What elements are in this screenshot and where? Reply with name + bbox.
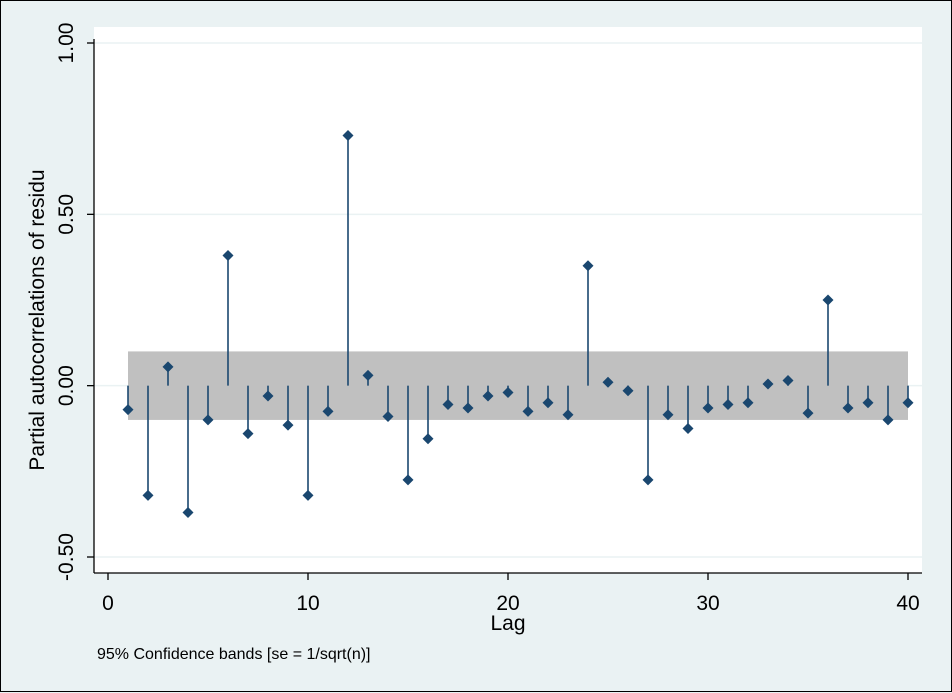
x-tick-label: 40 — [896, 592, 919, 615]
data-point — [642, 474, 654, 486]
data-point — [582, 260, 594, 272]
markers — [122, 130, 914, 518]
data-point — [782, 375, 794, 387]
data-point — [602, 376, 614, 388]
data-point — [202, 414, 214, 426]
data-point — [242, 428, 254, 440]
tick-labels: -0.50 0.00 0.50 1.00 0 10 20 30 40 — [55, 23, 920, 615]
chart-note: 95% Confidence bands [se = 1/sqrt(n)] — [97, 646, 371, 663]
x-tick-label: 0 — [102, 592, 114, 615]
data-point — [702, 402, 714, 414]
data-point — [862, 397, 874, 409]
data-point — [162, 361, 174, 373]
data-point — [182, 506, 194, 518]
data-point — [542, 397, 554, 409]
data-point — [442, 399, 454, 411]
confidence-band — [128, 351, 908, 420]
data-point — [562, 409, 574, 421]
data-point — [342, 130, 354, 142]
y-tick-label: 1.00 — [55, 23, 78, 64]
data-point — [382, 411, 394, 423]
data-point — [462, 402, 474, 414]
y-axis-title: Partial autocorrelations of residu — [26, 169, 49, 470]
data-point — [502, 387, 514, 399]
y-tick-label: 0.00 — [55, 365, 78, 406]
data-point — [222, 249, 234, 261]
data-point — [762, 378, 774, 390]
data-point — [682, 423, 694, 434]
data-point — [742, 397, 754, 409]
plot-area — [94, 27, 922, 573]
data-point — [422, 433, 434, 445]
data-point — [722, 399, 734, 411]
y-tick-label: -0.50 — [55, 533, 78, 581]
data-point — [822, 294, 834, 306]
data-point — [482, 390, 494, 402]
data-point — [882, 414, 894, 426]
data-point — [262, 390, 274, 402]
data-point — [142, 489, 154, 501]
data-point — [322, 405, 334, 417]
data-point — [122, 404, 134, 416]
data-point — [402, 474, 414, 486]
data-point — [662, 409, 674, 421]
y-tick-label: 0.50 — [55, 194, 78, 235]
axes — [87, 39, 922, 580]
data-point — [362, 369, 374, 381]
x-axis-title: Lag — [490, 612, 525, 635]
data-point — [802, 407, 814, 419]
data-point — [902, 397, 914, 409]
x-tick-label: 20 — [496, 592, 519, 615]
data-point — [302, 489, 314, 501]
data-point — [522, 405, 534, 417]
data-point — [622, 385, 634, 397]
x-tick-label: 30 — [696, 592, 719, 615]
x-tick-label: 10 — [296, 592, 319, 615]
data-point — [842, 402, 854, 414]
data-point — [282, 419, 294, 431]
